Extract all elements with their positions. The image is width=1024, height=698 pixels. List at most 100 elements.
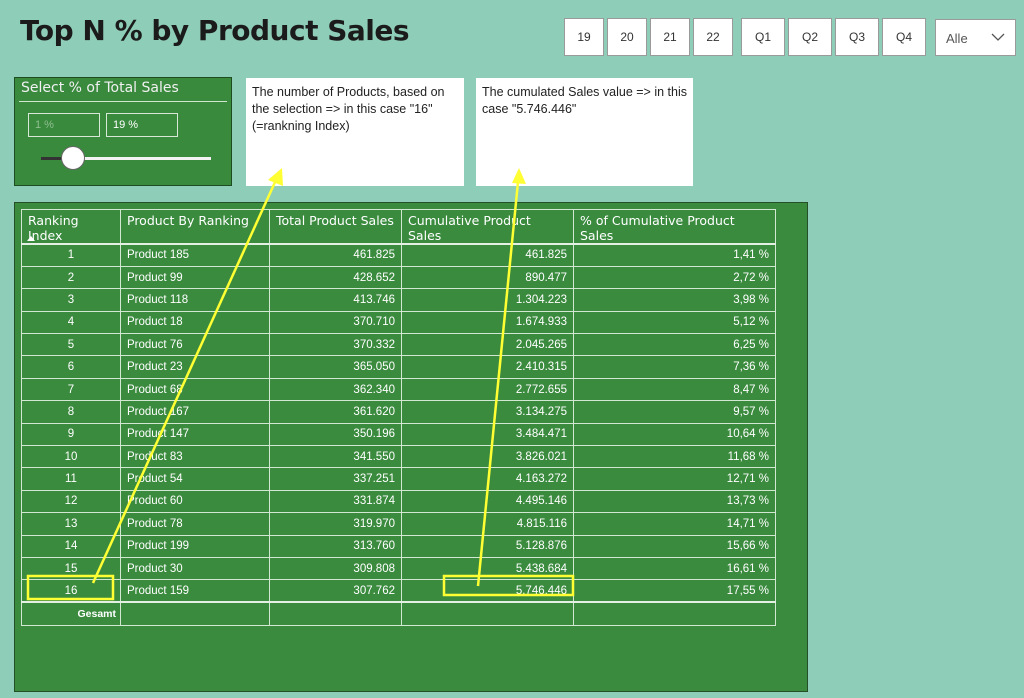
table-row[interactable]: 12 Product 60 331.874 4.495.146 13,73 % [21, 489, 776, 514]
cell-product: Product 30 [120, 556, 270, 581]
cell-pct-cumulative: 5,12 % [573, 310, 776, 335]
cell-ranking-index: 4 [21, 310, 121, 335]
cell-cumulative-sales: 2.045.265 [401, 333, 574, 357]
cell-product: Product 60 [120, 489, 270, 514]
slicer-button-q3[interactable]: Q3 [835, 18, 879, 56]
cell-product: Product 76 [120, 333, 270, 357]
table-row[interactable]: 6 Product 23 365.050 2.410.315 7,36 % [21, 355, 776, 379]
cell-pct-cumulative: 1,41 % [573, 243, 776, 267]
total-cell [269, 601, 402, 626]
slider-fill [41, 157, 74, 160]
table-row[interactable]: 2 Product 99 428.652 890.477 2,72 % [21, 265, 776, 290]
cell-total-sales: 370.710 [269, 310, 402, 335]
cell-ranking-index: 12 [21, 489, 121, 514]
slicer-button-q4[interactable]: Q4 [882, 18, 926, 56]
cell-cumulative-sales: 3.134.275 [401, 400, 574, 424]
cell-pct-cumulative: 9,57 % [573, 400, 776, 424]
percent-sales-slicer: Select % of Total Sales 1 % 19 % [14, 77, 232, 186]
cell-cumulative-sales: 890.477 [401, 265, 574, 290]
table-row[interactable]: 15 Product 30 309.808 5.438.684 16,61 % [21, 556, 776, 581]
cell-ranking-index: 6 [21, 355, 121, 379]
slicer-button-20[interactable]: 20 [607, 18, 647, 56]
cell-ranking-index: 16 [21, 579, 121, 603]
header-pct-cumulative-product-sales[interactable]: % of Cumulative Product Sales [573, 209, 776, 245]
slicer-title: Select % of Total Sales [21, 80, 179, 96]
cell-ranking-index: 2 [21, 265, 121, 290]
header-total-product-sales[interactable]: Total Product Sales [269, 209, 402, 245]
table-row[interactable]: 4 Product 18 370.710 1.674.933 5,12 % [21, 310, 776, 335]
min-percent-input[interactable]: 1 % [28, 113, 100, 137]
cell-pct-cumulative: 13,73 % [573, 489, 776, 514]
cell-product: Product 18 [120, 310, 270, 335]
slicer-button-21[interactable]: 21 [650, 18, 690, 56]
cell-total-sales: 341.550 [269, 445, 402, 469]
cell-pct-cumulative: 15,66 % [573, 534, 776, 558]
cell-product: Product 99 [120, 265, 270, 290]
cell-pct-cumulative: 10,64 % [573, 422, 776, 447]
cell-ranking-index: 9 [21, 422, 121, 447]
max-percent-input[interactable]: 19 % [106, 113, 178, 137]
table-total-row: Gesamt [21, 601, 776, 626]
table-row[interactable]: 7 Product 68 362.340 2.772.655 8,47 % [21, 377, 776, 402]
table-row[interactable]: 9 Product 147 350.196 3.484.471 10,64 % [21, 422, 776, 447]
cell-cumulative-sales: 3.826.021 [401, 445, 574, 469]
cell-ranking-index: 5 [21, 333, 121, 357]
total-cell [120, 601, 270, 626]
table-row[interactable]: 3 Product 118 413.746 1.304.223 3,98 % [21, 288, 776, 312]
cell-product: Product 185 [120, 243, 270, 267]
cell-ranking-index: 10 [21, 445, 121, 469]
cell-total-sales: 365.050 [269, 355, 402, 379]
ranking-table: Ranking Index Product By Ranking Total P… [21, 209, 776, 626]
slicer-button-19[interactable]: 19 [564, 18, 604, 56]
table-row[interactable]: 10 Product 83 341.550 3.826.021 11,68 % [21, 445, 776, 469]
cell-cumulative-sales: 4.495.146 [401, 489, 574, 514]
slider-handle[interactable] [61, 146, 86, 170]
table-row[interactable]: 14 Product 199 313.760 5.128.876 15,66 % [21, 534, 776, 558]
cell-total-sales: 370.332 [269, 333, 402, 357]
cell-ranking-index: 14 [21, 534, 121, 558]
cell-total-sales: 331.874 [269, 489, 402, 514]
table-row[interactable]: 16 Product 159 307.762 5.746.446 17,55 % [21, 579, 776, 603]
cell-total-sales: 461.825 [269, 243, 402, 267]
cell-pct-cumulative: 14,71 % [573, 512, 776, 536]
table-row[interactable]: 13 Product 78 319.970 4.815.116 14,71 % [21, 512, 776, 536]
annotation-note-product-count: The number of Products, based on the sel… [246, 78, 464, 186]
cell-total-sales: 361.620 [269, 400, 402, 424]
cell-pct-cumulative: 11,68 % [573, 445, 776, 469]
cell-cumulative-sales: 4.815.116 [401, 512, 574, 536]
slicer-button-q2[interactable]: Q2 [788, 18, 832, 56]
table-row[interactable]: 5 Product 76 370.332 2.045.265 6,25 % [21, 333, 776, 357]
table-row[interactable]: 11 Product 54 337.251 4.163.272 12,71 % [21, 467, 776, 491]
cell-total-sales: 428.652 [269, 265, 402, 290]
cell-pct-cumulative: 12,71 % [573, 467, 776, 491]
header-cumulative-product-sales[interactable]: Cumulative Product Sales [401, 209, 574, 245]
cell-cumulative-sales: 2.772.655 [401, 377, 574, 402]
table-row[interactable]: 1 Product 185 461.825 461.825 1,41 % [21, 243, 776, 267]
cell-ranking-index: 11 [21, 467, 121, 491]
total-cell [573, 601, 776, 626]
header-ranking-index[interactable]: Ranking Index [21, 209, 121, 245]
total-label: Gesamt [21, 601, 121, 626]
slicer-button-22[interactable]: 22 [693, 18, 733, 56]
cell-ranking-index: 13 [21, 512, 121, 536]
cell-total-sales: 319.970 [269, 512, 402, 536]
header-product-by-ranking[interactable]: Product By Ranking [120, 209, 270, 245]
filter-dropdown[interactable]: Alle [935, 19, 1016, 56]
total-cell [401, 601, 574, 626]
slider-track[interactable] [41, 157, 211, 160]
table-row[interactable]: 8 Product 167 361.620 3.134.275 9,57 % [21, 400, 776, 424]
cell-ranking-index: 1 [21, 243, 121, 267]
cell-pct-cumulative: 2,72 % [573, 265, 776, 290]
cell-cumulative-sales: 1.304.223 [401, 288, 574, 312]
cell-total-sales: 309.808 [269, 556, 402, 581]
slicer-button-q1[interactable]: Q1 [741, 18, 785, 56]
dropdown-value: Alle [946, 31, 968, 46]
table-header-row: Ranking Index Product By Ranking Total P… [21, 209, 776, 245]
page-title: Top N % by Product Sales [20, 14, 410, 47]
cell-product: Product 78 [120, 512, 270, 536]
cell-total-sales: 313.760 [269, 534, 402, 558]
cell-ranking-index: 3 [21, 288, 121, 312]
cell-cumulative-sales: 5.438.684 [401, 556, 574, 581]
cell-ranking-index: 15 [21, 556, 121, 581]
cell-pct-cumulative: 3,98 % [573, 288, 776, 312]
